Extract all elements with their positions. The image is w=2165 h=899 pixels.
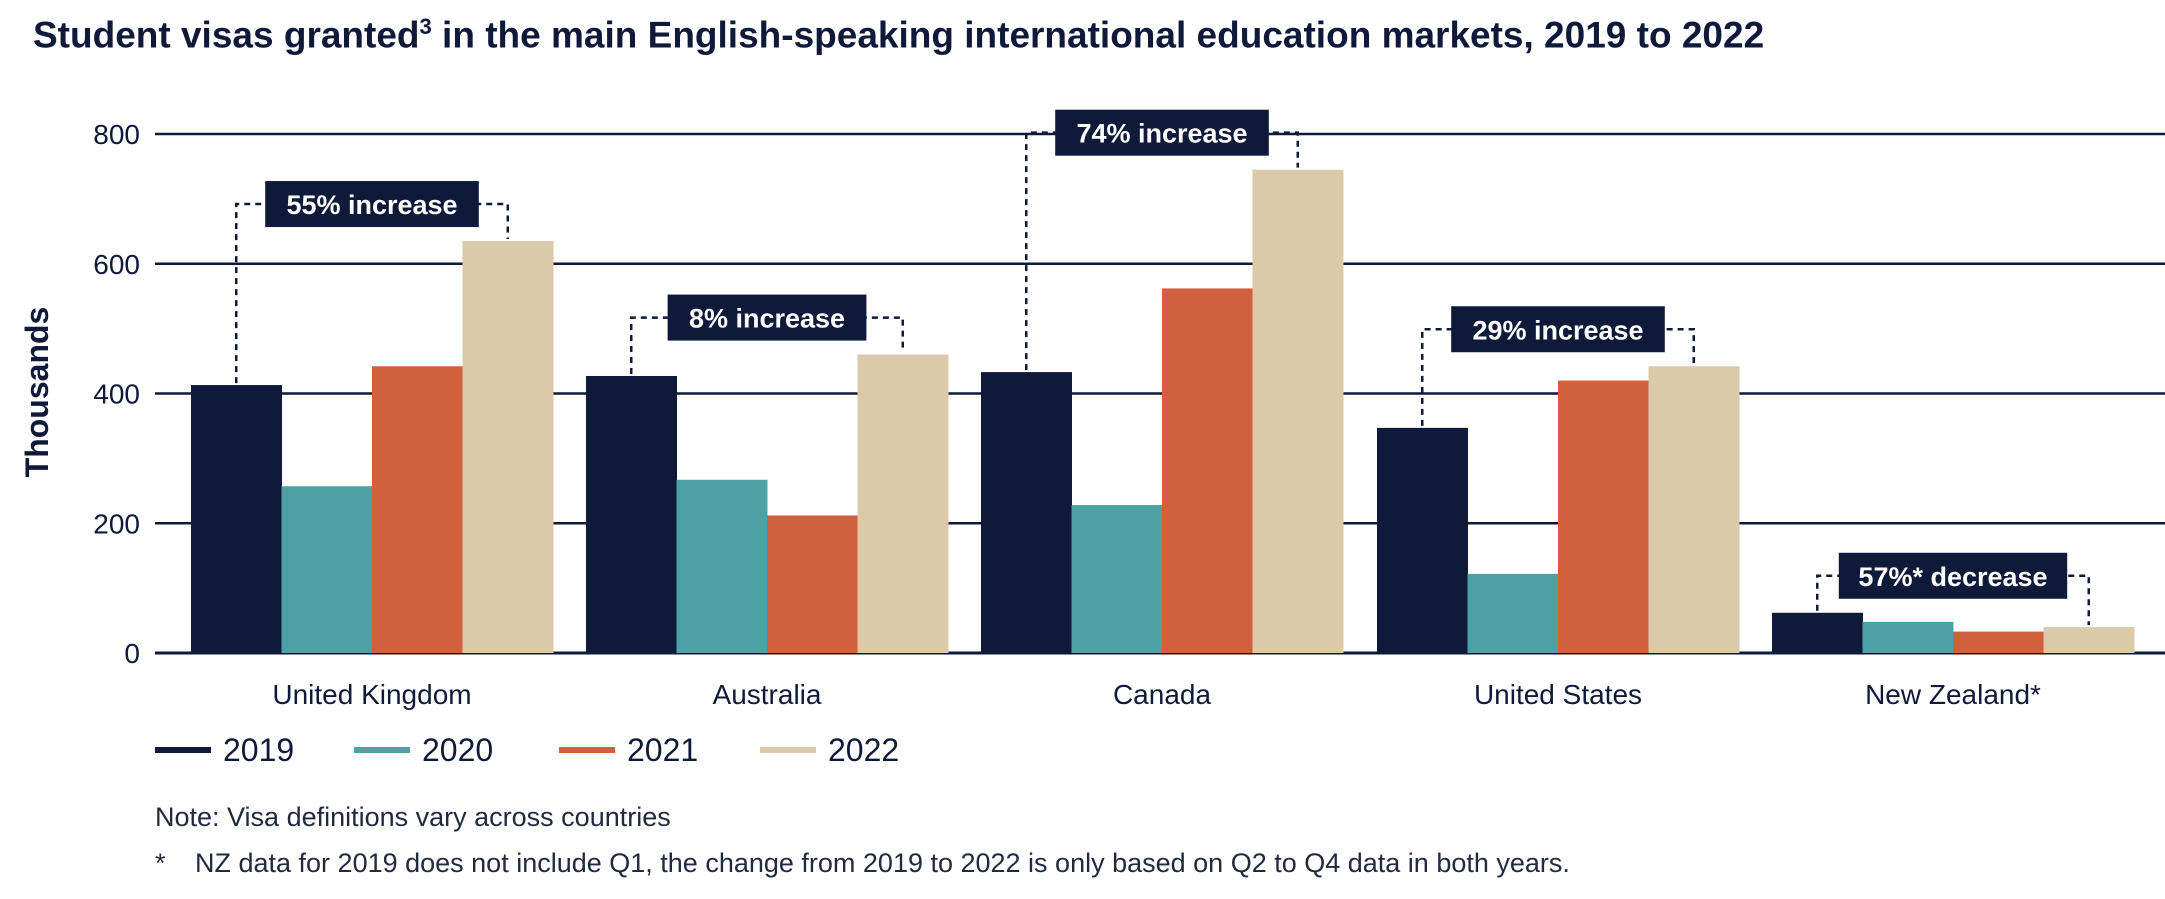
bar-australia-2022 — [857, 354, 949, 653]
bar-canada-2021 — [1162, 288, 1253, 653]
bar-australia-2019 — [586, 375, 677, 653]
x-tick-label-united-kingdom: United Kingdom — [272, 679, 471, 710]
bar-new-zealand-2020 — [1862, 621, 1954, 653]
legend-label-2020: 2020 — [422, 732, 493, 768]
y-tick-label-400: 400 — [93, 379, 140, 410]
annotation-box-united-states — [1451, 306, 1665, 353]
annotation-box-australia — [667, 294, 867, 341]
footnote-mark: * — [155, 848, 166, 878]
chart-title-rest: in the main English-speaking internation… — [431, 14, 1765, 56]
bar-canada-2019 — [981, 372, 1072, 653]
x-tick-label-new-zealand: New Zealand* — [1865, 679, 2041, 710]
x-tick-label-united-states: United States — [1474, 679, 1642, 710]
bar-united-kingdom-2022 — [462, 241, 554, 653]
legend-label-2019: 2019 — [223, 732, 294, 768]
legend-label-2021: 2021 — [627, 732, 698, 768]
footnote-text: NZ data for 2019 does not include Q1, th… — [195, 848, 1570, 878]
chart-title-main: Student visas granted — [33, 14, 420, 56]
y-tick-label-600: 600 — [93, 249, 140, 280]
annotation-label-canada: 74% increase — [1076, 119, 1247, 149]
x-tick-label-canada: Canada — [1113, 679, 1212, 710]
bar-united-kingdom-2019 — [191, 385, 282, 653]
bar-new-zealand-2022 — [2043, 627, 2135, 653]
annotation-label-united-kingdom: 55% increase — [286, 190, 457, 220]
annotation-box-new-zealand — [1838, 552, 2068, 599]
chart-title: Student visas granted3 in the main Engli… — [33, 14, 1764, 56]
bar-united-kingdom-2021 — [372, 366, 463, 653]
y-tick-label-200: 200 — [93, 508, 140, 539]
y-tick-label-0: 0 — [124, 638, 140, 669]
annotation-label-australia: 8% increase — [689, 304, 845, 334]
bar-canada-2020 — [1071, 505, 1163, 653]
y-axis-label: Thousands — [19, 307, 55, 478]
bar-new-zealand-2019 — [1772, 612, 1863, 653]
x-tick-label-australia: Australia — [713, 679, 822, 710]
annotation-box-united-kingdom — [265, 181, 479, 228]
annotation-label-united-states: 29% increase — [1472, 315, 1643, 345]
bar-new-zealand-2021 — [1953, 631, 2044, 653]
legend-label-2022: 2022 — [828, 732, 899, 768]
bar-canada-2022 — [1252, 169, 1344, 653]
note-text: Note: Visa definitions vary across count… — [155, 802, 671, 832]
chart-title-footnote-ref: 3 — [419, 14, 432, 39]
bar-united-states-2020 — [1467, 573, 1559, 653]
bar-united-states-2019 — [1377, 427, 1468, 653]
bar-united-kingdom-2020 — [281, 486, 373, 653]
bar-australia-2021 — [767, 515, 858, 653]
annotation-box-canada — [1055, 109, 1269, 156]
footnote: * NZ data for 2019 does not include Q1, t… — [155, 848, 1570, 879]
bar-australia-2020 — [676, 479, 768, 653]
bar-united-states-2021 — [1558, 380, 1649, 653]
bar-united-states-2022 — [1648, 366, 1740, 653]
annotation-bracket-united-kingdom — [235, 202, 509, 384]
y-tick-label-800: 800 — [93, 119, 140, 150]
annotation-label-new-zealand: 57%* decrease — [1858, 562, 2047, 592]
